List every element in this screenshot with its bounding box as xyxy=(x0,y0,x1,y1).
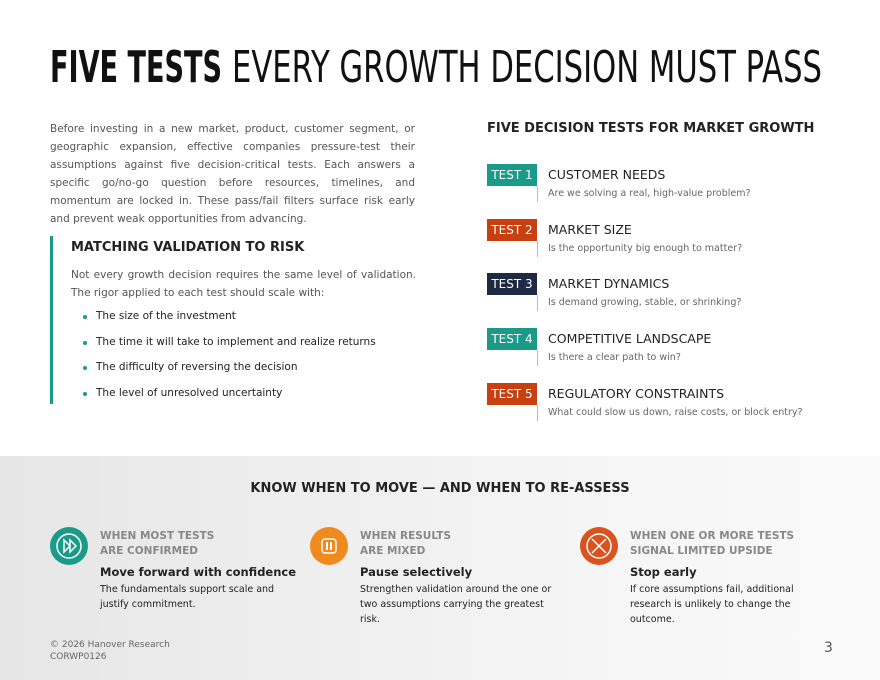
icon xyxy=(310,527,348,565)
test-question: Are we solving a real, high-value proble… xyxy=(548,188,751,199)
column-text: If core assumptions fail, additional res… xyxy=(630,584,794,625)
icon-graphic xyxy=(310,527,348,565)
connector xyxy=(537,295,538,311)
column: WHEN MOST TESTS ARE CONFIRMED Move forward… xyxy=(100,529,340,612)
test-label: TEST 3 xyxy=(487,273,537,295)
test-title: CUSTOMER NEEDS xyxy=(548,167,666,182)
connector xyxy=(537,186,538,202)
column-label: WHEN RESULTS xyxy=(360,530,452,542)
test-title: MARKET DYNAMICS xyxy=(548,276,670,291)
column-label: WHEN MOST TESTS xyxy=(100,530,215,542)
icon xyxy=(50,527,88,565)
test-title: COMPETITIVE LANDSCAPE xyxy=(548,331,712,346)
risk-bullets: The size of the investment The time it wi… xyxy=(71,310,376,412)
column-action: Stop early xyxy=(630,565,697,579)
column-label: WHEN ONE OR MORE TESTS xyxy=(630,530,795,542)
bullet: The size of the investment xyxy=(71,310,376,336)
column-label: ARE MIXED xyxy=(360,545,426,557)
intro: Before investing in a new market, produc… xyxy=(50,123,415,225)
test-question: Is demand growing, stable, or shrinking? xyxy=(548,297,742,308)
test-label: TEST 4 xyxy=(487,328,537,350)
bottom-heading: KNOW WHEN TO MOVE — AND WHEN TO RE-ASSES… xyxy=(250,481,630,496)
column-label: SIGNAL LIMITED UPSIDE xyxy=(630,545,773,557)
risk-heading: MATCHING VALIDATION TO RISK xyxy=(71,240,305,255)
tests-heading: FIVE DECISION TESTS FOR MARKET GROWTH xyxy=(487,121,815,136)
risk-box: MATCHING VALIDATION TO RISK Not every gr… xyxy=(50,236,418,404)
test-question: Is the opportunity big enough to matter? xyxy=(548,243,743,254)
icon xyxy=(580,527,618,565)
copyright: © 2026 Hanover Research xyxy=(50,640,170,650)
connector xyxy=(537,350,538,366)
icon-graphic xyxy=(50,527,88,565)
connector xyxy=(537,241,538,257)
bullet: The level of unresolved uncertainty xyxy=(71,387,376,413)
bullet: The time it will take to implement and r… xyxy=(71,336,376,362)
test-label: TEST 1 xyxy=(487,164,537,186)
footer: © 2026 Hanover Research CORWP0126 xyxy=(50,639,170,663)
column: WHEN RESULTS ARE MIXED Pause selectively St… xyxy=(360,529,600,627)
icon-graphic xyxy=(580,527,618,565)
test-title: MARKET SIZE xyxy=(548,222,632,237)
bottom-band xyxy=(0,456,880,680)
page-number: 3 xyxy=(824,640,833,656)
title: FIVE TESTS EVERY GROWTH DECISION MUST PA… xyxy=(50,42,822,93)
connector xyxy=(537,405,538,421)
test-question: What could slow us down, raise costs, or… xyxy=(548,407,803,418)
test-title: REGULATORY CONSTRAINTS xyxy=(548,386,725,401)
column: WHEN ONE OR MORE TESTS SIGNAL LIMITED UPS… xyxy=(630,529,870,627)
test-question: Is there a clear path to win? xyxy=(548,352,681,363)
test-label: TEST 5 xyxy=(487,383,537,405)
column-action: Pause selectively xyxy=(360,565,473,579)
title-bold: FIVE TESTS xyxy=(50,42,222,93)
column-label: ARE CONFIRMED xyxy=(100,545,198,557)
test-label: TEST 2 xyxy=(487,219,537,241)
title-rest: EVERY GROWTH DECISION MUST PASS xyxy=(232,42,822,93)
risk-text: Not every growth decision requires the s… xyxy=(71,269,416,299)
column-text: The fundamentals support scale and justi… xyxy=(100,584,275,610)
column-action: Move forward with confidence xyxy=(100,565,297,579)
column-text: Strengthen validation around the one or … xyxy=(360,584,552,625)
bullet: The difficulty of reversing the decision xyxy=(71,361,376,387)
code: CORWP0126 xyxy=(50,652,107,662)
